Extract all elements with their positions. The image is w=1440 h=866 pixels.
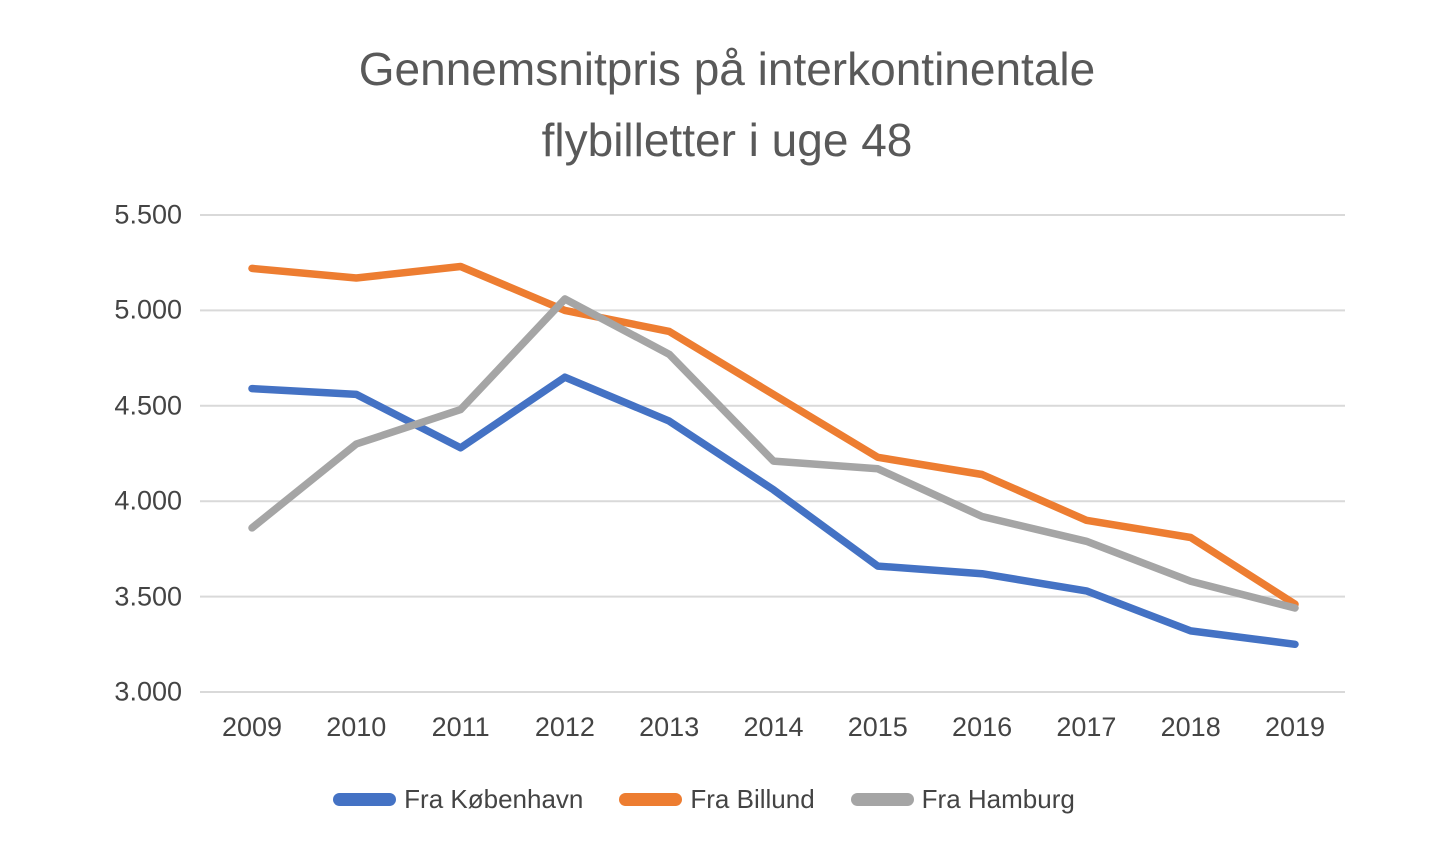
legend-label: Fra Hamburg — [921, 784, 1075, 814]
x-axis-tick-label: 2017 — [1056, 712, 1117, 742]
series-line-fra-hamburg — [248, 295, 1299, 612]
x-axis-tick-label: 2019 — [1264, 712, 1326, 742]
legend-item-fra-billund: Fra Billund — [619, 784, 815, 815]
x-axis-tick-label: 2009 — [221, 712, 283, 742]
y-axis-tick-label: 4.500 — [114, 390, 182, 421]
chart-title-line2: flybilletter i uge 48 — [541, 114, 913, 167]
legend-label: Fra Billund — [690, 784, 815, 814]
gridlines — [200, 214, 1345, 693]
legend-swatch-icon — [850, 793, 914, 806]
x-axis-tick-label: 2018 — [1160, 712, 1221, 742]
y-axis-tick-label: 5.000 — [114, 294, 182, 325]
x-axis-tick-label: 2012 — [534, 712, 595, 742]
chart-title: Gennemsnitpris på interkontinentale flyb… — [7, 34, 1440, 177]
x-axis-tick-label: 2010 — [326, 712, 387, 742]
series-lines — [248, 262, 1299, 649]
legend-item-fra-kobenhavn: Fra København — [333, 784, 583, 815]
y-axis-tick-label: 5.500 — [114, 199, 182, 230]
legend-item-fra-hamburg: Fra Hamburg — [850, 784, 1075, 815]
y-axis-tick-label: 4.000 — [114, 485, 182, 516]
legend-label: Fra København — [404, 784, 584, 814]
series-line-fra-billund — [248, 262, 1299, 608]
x-axis-tick-label: 2013 — [639, 712, 700, 742]
legend-swatch-icon — [619, 793, 683, 806]
chart-legend: Fra København Fra Billund Fra Hamburg — [0, 784, 1424, 815]
y-axis-tick-label: 3.000 — [114, 676, 182, 707]
chart-title-line1: Gennemsnitpris på interkontinentale — [358, 43, 1096, 95]
y-axis-tick-label: 3.500 — [114, 581, 182, 612]
series-line-fra-kobenhavn — [248, 373, 1299, 649]
legend-swatch-icon — [333, 793, 397, 806]
x-axis-tick-label: 2014 — [743, 712, 804, 742]
x-axis-tick-label: 2011 — [431, 712, 490, 742]
x-axis-tick-label: 2015 — [847, 712, 908, 742]
x-axis-tick-label: 2016 — [952, 712, 1013, 742]
